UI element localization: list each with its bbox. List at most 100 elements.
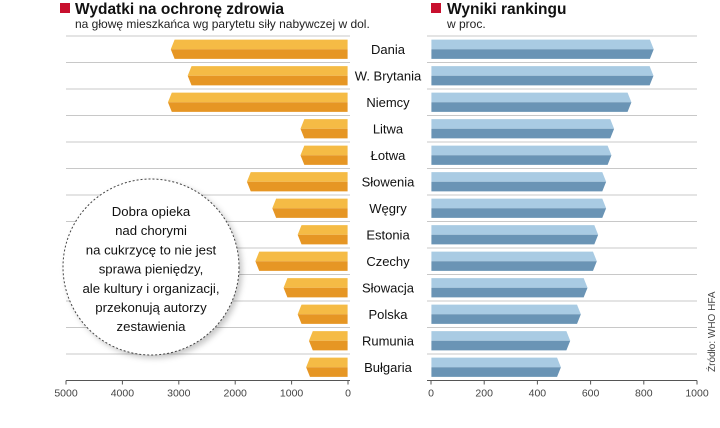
left-bar-outline xyxy=(282,277,349,299)
left-bar-top xyxy=(300,145,348,156)
left-tick-label: 2000 xyxy=(224,388,248,400)
left-bar-bottom xyxy=(305,367,348,378)
left-chart-subtitle: na głowę mieszkańca wg parytetu siły nab… xyxy=(75,17,370,31)
left-bar-bottom xyxy=(170,49,348,60)
left-bar-outline xyxy=(169,38,349,60)
left-bar xyxy=(305,356,349,378)
left-bar xyxy=(296,303,349,325)
left-bar-outline xyxy=(308,330,349,352)
right-bar-bottom xyxy=(431,367,562,378)
right-bar-top xyxy=(431,224,599,235)
left-bar xyxy=(308,330,349,352)
right-bar-outline xyxy=(430,330,572,352)
right-bar-top xyxy=(431,92,632,103)
right-bar-bottom xyxy=(431,49,655,60)
right-bar-outline xyxy=(430,118,615,140)
left-bar-bottom xyxy=(167,102,348,113)
left-bar-bottom xyxy=(300,128,348,139)
right-bars xyxy=(430,38,655,378)
category-label: W. Brytania xyxy=(355,68,422,83)
category-label: Słowacja xyxy=(362,280,415,295)
left-bar-outline xyxy=(296,303,349,325)
left-tick-label: 0 xyxy=(345,388,351,400)
right-bar xyxy=(430,65,655,87)
left-bar-top xyxy=(187,65,348,76)
left-chart-title: Wydatki na ochronę zdrowia xyxy=(75,1,284,18)
right-bar-outline xyxy=(430,224,600,246)
left-bar-top xyxy=(170,39,348,50)
left-bar-outline xyxy=(254,250,349,272)
right-bar xyxy=(430,277,589,299)
left-tick-label: 5000 xyxy=(54,388,78,400)
right-bar-outline xyxy=(430,250,598,272)
right-gridlines xyxy=(427,35,697,381)
right-bar xyxy=(430,171,607,193)
left-bar-bottom xyxy=(308,340,348,351)
left-bar-outline xyxy=(299,118,349,140)
left-bar-top xyxy=(246,171,348,182)
annotation-bubble: Dobra opieka nad chorymi na cukrzycę to ni… xyxy=(62,178,240,356)
left-bar-bottom xyxy=(283,287,348,298)
annotation-line: sprawa pieniędzy, xyxy=(99,262,204,277)
right-bar-top xyxy=(431,251,598,262)
left-bar-top xyxy=(271,198,348,209)
left-bar-outline xyxy=(305,356,349,378)
right-bar-top xyxy=(431,330,571,341)
category-label: Estonia xyxy=(366,227,410,242)
right-bar-top xyxy=(431,65,654,76)
right-x-axis: 0 200 400 600 800 1000 xyxy=(427,380,709,400)
right-bar xyxy=(430,38,655,60)
right-bar-outline xyxy=(430,144,613,166)
left-bar xyxy=(254,250,349,272)
right-tick-label: 400 xyxy=(529,388,547,400)
category-label: Rumunia xyxy=(362,333,415,348)
right-bar-outline xyxy=(430,38,655,60)
right-bar-top xyxy=(431,357,562,368)
left-legend-marker xyxy=(60,3,70,13)
category-label: Niemcy xyxy=(366,95,410,110)
right-bar-outline xyxy=(430,171,607,193)
right-bar-outline xyxy=(430,303,582,325)
category-label: Dania xyxy=(371,42,406,57)
left-bar-top xyxy=(167,92,348,103)
left-bar-bottom xyxy=(300,155,348,166)
left-bar-outline xyxy=(299,144,349,166)
left-bar-outline xyxy=(271,197,349,219)
right-bar-bottom xyxy=(431,102,632,113)
right-bar xyxy=(430,197,607,219)
source-note: Źródło: WHO HFA xyxy=(705,291,718,372)
right-tick-label: 600 xyxy=(582,388,600,400)
right-bar-bottom xyxy=(431,314,582,325)
right-bar-bottom xyxy=(431,340,571,351)
left-bar xyxy=(282,277,349,299)
category-label: Bułgaria xyxy=(364,360,412,375)
left-bar-outline xyxy=(296,224,349,246)
annotation-line: nad chorymi xyxy=(115,223,187,238)
left-bar-top xyxy=(297,224,348,235)
right-bar xyxy=(430,224,600,246)
left-bar-top xyxy=(283,277,348,288)
annotation-line: na cukrzycę to nie jest xyxy=(86,242,217,257)
left-bar-bottom xyxy=(187,75,348,86)
right-bar-outline xyxy=(430,65,655,87)
right-bar-top xyxy=(431,145,612,156)
left-bars xyxy=(167,38,349,378)
right-bar-bottom xyxy=(431,261,598,272)
left-bar-bottom xyxy=(297,314,348,325)
category-label: Litwa xyxy=(373,121,404,136)
right-bar-bottom xyxy=(431,287,588,298)
category-label: Węgry xyxy=(369,201,407,216)
left-bar-top xyxy=(305,357,348,368)
annotation-line: ale kultury i organizacji, xyxy=(82,281,219,296)
right-bar-bottom xyxy=(431,128,615,139)
category-label: Łotwa xyxy=(371,148,406,163)
right-bar-bottom xyxy=(431,181,607,192)
right-bar-outline xyxy=(430,91,633,113)
left-bar-bottom xyxy=(254,261,348,272)
left-bar-outline xyxy=(186,65,349,87)
left-bar xyxy=(299,144,349,166)
left-tick-label: 3000 xyxy=(167,388,191,400)
right-bar-bottom xyxy=(431,155,612,166)
left-bar-outline xyxy=(246,171,349,193)
